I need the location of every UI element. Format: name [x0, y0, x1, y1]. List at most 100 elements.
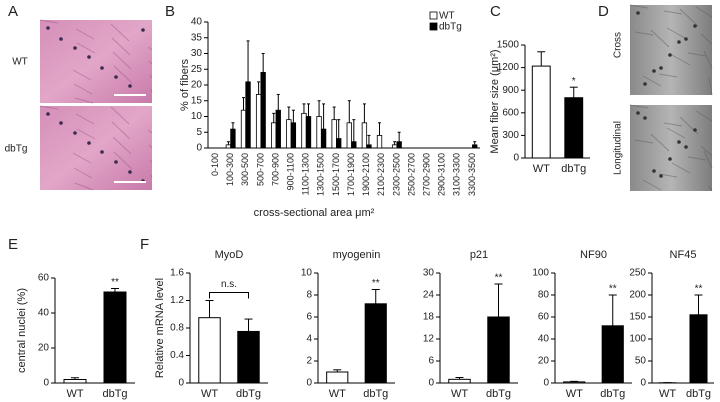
y-tick-label: 8 [306, 290, 312, 301]
y-tick-label: 35 [191, 32, 203, 43]
panel-label: D [598, 3, 609, 20]
x-tick-label: dbTg [600, 388, 625, 400]
nucleus [100, 66, 104, 70]
texture [73, 167, 93, 179]
nucleus [677, 140, 681, 144]
texture [695, 110, 713, 122]
y-axis-label: central nuclei (%) [16, 288, 28, 373]
x-tick-label: 300-500 [240, 153, 250, 186]
texture [72, 69, 92, 81]
x-tick-label: 500-700 [255, 153, 265, 186]
legend-swatch [429, 11, 438, 20]
micrograph [630, 5, 712, 95]
texture [650, 133, 670, 152]
texture [687, 52, 707, 57]
bar [286, 119, 292, 149]
x-tick-label: 100-300 [225, 153, 235, 186]
x-tick-label: 700-900 [270, 153, 280, 186]
x-tick-label: 1300-1500 [316, 153, 326, 196]
y-tick-label: 1200 [497, 62, 520, 73]
y-axis-label: Mean fiber size (μm²) [489, 49, 501, 153]
texture [708, 185, 713, 192]
annotation: n.s. [221, 279, 237, 290]
nucleus [59, 121, 63, 125]
nucleus [668, 157, 672, 161]
nucleus [636, 11, 640, 15]
texture [76, 128, 96, 140]
y-tick-label: 60 [38, 273, 50, 284]
image-label: WT [12, 57, 28, 68]
bar [346, 122, 352, 149]
nucleus [652, 69, 656, 73]
texture [695, 6, 713, 18]
x-tick-label: WT [533, 163, 550, 175]
bar [305, 116, 312, 149]
y-tick-label: 20 [538, 356, 550, 367]
bar [103, 291, 127, 384]
bar [237, 330, 260, 384]
texture [111, 121, 131, 140]
bar [290, 122, 297, 149]
bar [689, 314, 708, 384]
y-tick-label: 2 [306, 356, 312, 367]
texture [679, 8, 699, 27]
texture [76, 42, 96, 54]
y-tick-label: 600 [502, 107, 519, 118]
annotation: * [572, 76, 576, 87]
texture [110, 23, 130, 42]
y-tick-label: 0 [196, 143, 202, 154]
significance-bracket [209, 292, 249, 299]
y-tick-label: 15 [191, 95, 203, 106]
bar [320, 128, 327, 149]
bar [271, 122, 277, 149]
bar [487, 316, 510, 384]
bar [63, 379, 87, 384]
y-tick-label: 40 [38, 308, 50, 319]
y-tick-label: 40 [191, 17, 203, 28]
bar [316, 116, 322, 149]
bar [448, 378, 471, 384]
y-tick-label: 50 [635, 356, 647, 367]
texture [666, 127, 686, 139]
bar [376, 134, 383, 149]
texture [148, 144, 153, 149]
texture [149, 159, 153, 164]
texture [148, 60, 153, 65]
x-tick-label: 3300-3500 [467, 153, 477, 196]
x-tick-label: dbTg [486, 388, 511, 400]
y-tick-label: 6 [428, 356, 434, 367]
x-tick-label: 3100-3300 [452, 153, 462, 196]
bar [225, 144, 232, 149]
y-tick-label: 10 [191, 111, 203, 122]
nucleus [659, 66, 663, 70]
texture [39, 105, 59, 110]
nucleus [46, 26, 50, 30]
micrograph [40, 20, 152, 103]
bar [260, 72, 266, 149]
image-label: dbTg [5, 144, 28, 155]
x-tick-label: 0-100 [210, 153, 220, 176]
texture [634, 31, 654, 36]
bar [198, 317, 221, 384]
bar [301, 112, 307, 149]
texture [74, 182, 94, 191]
bar [564, 97, 584, 159]
texture [663, 122, 683, 127]
annotation: ** [495, 273, 503, 284]
nucleus [114, 75, 118, 79]
y-tick-label: 1.2 [170, 295, 184, 306]
annotation: ** [111, 277, 119, 288]
micrograph [630, 105, 712, 191]
chart-title: MyoD [215, 249, 244, 261]
nucleus [668, 53, 672, 57]
texture [72, 152, 92, 164]
nucleus [73, 46, 77, 50]
nucleus [73, 131, 77, 135]
bar [361, 122, 368, 149]
y-tick-label: 60 [538, 312, 550, 323]
y-tick-label: 0 [306, 378, 312, 389]
x-tick-label: 2700-2900 [421, 153, 431, 196]
y-tick-label: 150 [629, 312, 646, 323]
texture [147, 129, 153, 134]
nucleus [693, 128, 697, 132]
